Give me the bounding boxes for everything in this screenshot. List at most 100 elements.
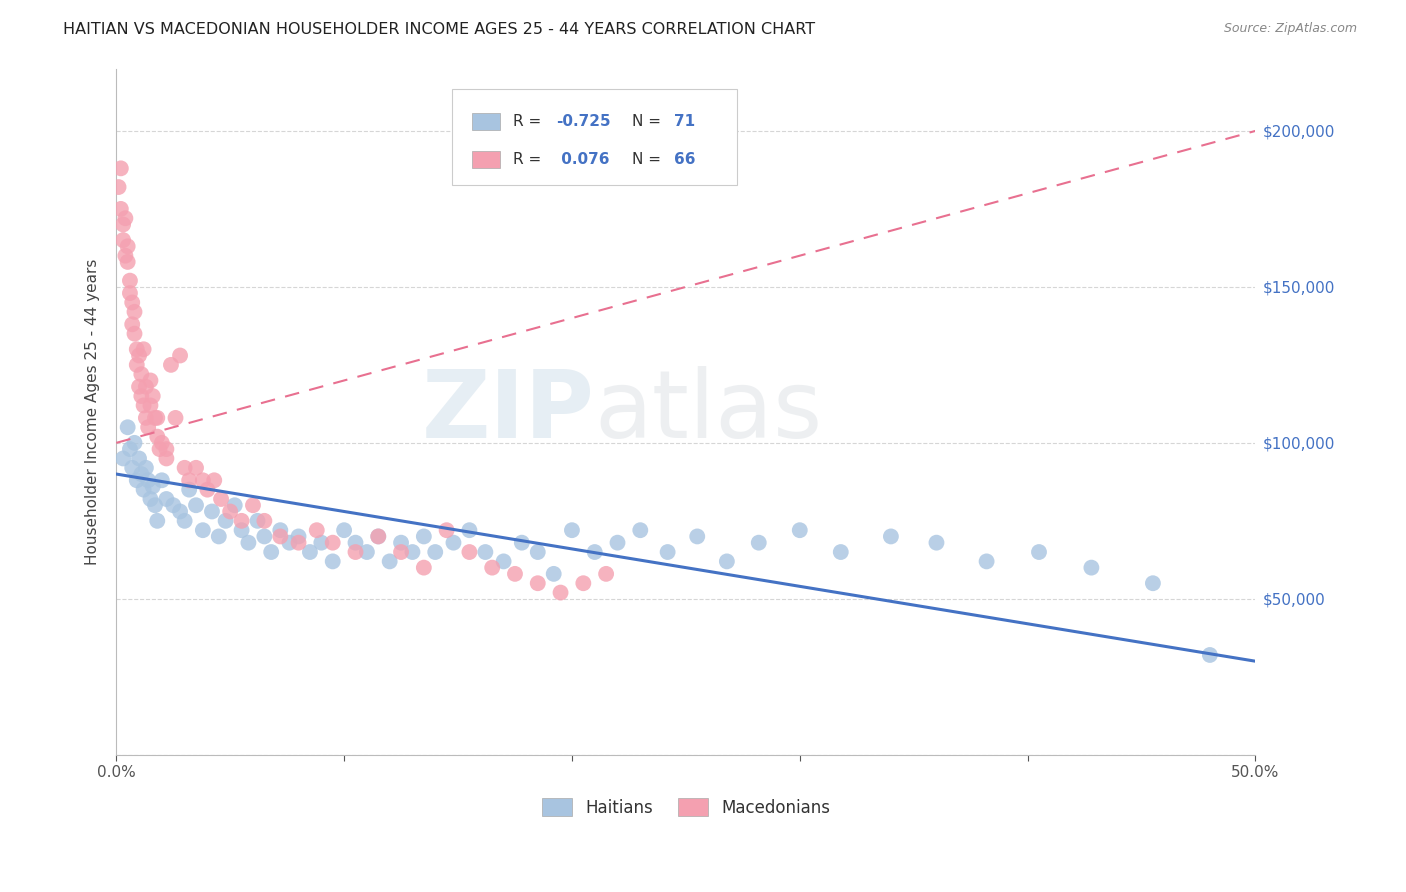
- Point: [118, 274, 141, 288]
- Point: [492, 554, 515, 568]
- Text: 66: 66: [675, 152, 696, 167]
- Point: [146, 429, 169, 443]
- Point: [344, 535, 367, 549]
- Point: [367, 529, 389, 543]
- Point: [208, 529, 231, 543]
- Point: [128, 380, 150, 394]
- Point: [389, 545, 412, 559]
- Point: [458, 545, 481, 559]
- Point: [333, 523, 356, 537]
- Point: [112, 218, 135, 232]
- Point: [121, 318, 143, 332]
- Point: [1199, 648, 1222, 662]
- Point: [572, 576, 595, 591]
- Point: [789, 523, 811, 537]
- Point: [201, 504, 224, 518]
- Point: [142, 479, 165, 493]
- Point: [117, 239, 139, 253]
- Point: [526, 576, 548, 591]
- Point: [830, 545, 852, 559]
- Point: [110, 202, 132, 216]
- Point: [110, 161, 132, 176]
- Point: [1142, 576, 1164, 591]
- Point: [287, 529, 309, 543]
- Point: [401, 545, 423, 559]
- FancyBboxPatch shape: [453, 89, 737, 186]
- Point: [118, 286, 141, 301]
- Point: [253, 514, 276, 528]
- Point: [583, 545, 606, 559]
- Point: [118, 442, 141, 456]
- Point: [128, 349, 150, 363]
- Point: [595, 566, 617, 581]
- Point: [173, 514, 195, 528]
- Point: [231, 514, 253, 528]
- Point: [1028, 545, 1050, 559]
- Point: [184, 460, 207, 475]
- Point: [135, 380, 157, 394]
- Point: [748, 535, 770, 549]
- Point: [412, 560, 434, 574]
- Point: [686, 529, 709, 543]
- Point: [135, 410, 157, 425]
- Point: [125, 358, 148, 372]
- Text: HAITIAN VS MACEDONIAN HOUSEHOLDER INCOME AGES 25 - 44 YEARS CORRELATION CHART: HAITIAN VS MACEDONIAN HOUSEHOLDER INCOME…: [63, 22, 815, 37]
- Point: [298, 545, 321, 559]
- Point: [139, 491, 162, 506]
- Point: [657, 545, 679, 559]
- Point: [124, 326, 146, 341]
- Text: atlas: atlas: [595, 366, 823, 458]
- Point: [131, 389, 153, 403]
- Point: [139, 374, 162, 388]
- Point: [143, 498, 166, 512]
- Point: [214, 514, 236, 528]
- Point: [224, 498, 246, 512]
- Point: [125, 473, 148, 487]
- Point: [209, 491, 232, 506]
- Point: [139, 399, 162, 413]
- Point: [976, 554, 998, 568]
- Point: [356, 545, 378, 559]
- Point: [191, 523, 214, 537]
- Point: [125, 343, 148, 357]
- FancyBboxPatch shape: [471, 113, 501, 130]
- Point: [269, 523, 291, 537]
- Point: [132, 343, 155, 357]
- Point: [184, 498, 207, 512]
- Point: [311, 535, 333, 549]
- Point: [367, 529, 389, 543]
- Point: [165, 410, 187, 425]
- Point: [880, 529, 903, 543]
- Point: [231, 523, 253, 537]
- Point: [142, 389, 165, 403]
- Point: [287, 535, 309, 549]
- Point: [112, 233, 135, 247]
- Point: [169, 349, 191, 363]
- Point: [191, 473, 214, 487]
- Point: [322, 535, 344, 549]
- Point: [389, 535, 412, 549]
- Point: [150, 435, 173, 450]
- Point: [143, 410, 166, 425]
- Point: [117, 420, 139, 434]
- Point: [628, 523, 651, 537]
- Point: [160, 358, 183, 372]
- Point: [132, 399, 155, 413]
- Point: [155, 491, 177, 506]
- Point: [150, 473, 173, 487]
- Point: [155, 442, 177, 456]
- Point: [305, 523, 328, 537]
- Point: [561, 523, 583, 537]
- Point: [481, 560, 503, 574]
- Point: [121, 295, 143, 310]
- Point: [179, 473, 201, 487]
- Point: [443, 535, 465, 549]
- Point: [197, 483, 219, 497]
- Point: [121, 460, 143, 475]
- Point: [474, 545, 496, 559]
- Point: [155, 451, 177, 466]
- Point: [925, 535, 948, 549]
- Point: [135, 460, 157, 475]
- Point: [136, 473, 159, 487]
- Y-axis label: Householder Income Ages 25 - 44 years: Householder Income Ages 25 - 44 years: [86, 259, 100, 565]
